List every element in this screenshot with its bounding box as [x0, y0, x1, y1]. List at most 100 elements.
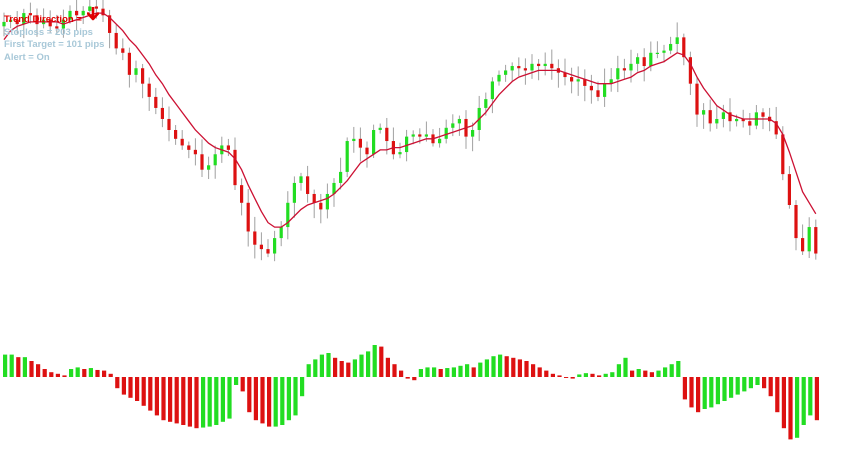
- histogram-bar: [9, 354, 14, 377]
- histogram-bar: [768, 377, 773, 397]
- bull-candle: [207, 165, 211, 170]
- histogram-bar: [62, 375, 67, 377]
- bull-candle: [68, 10, 72, 20]
- histogram-bar: [319, 354, 324, 377]
- bear-candle: [537, 63, 541, 67]
- bear-candle: [622, 68, 626, 71]
- histogram-bar: [715, 377, 720, 405]
- bull-candle: [339, 171, 343, 183]
- histogram-bar: [121, 377, 126, 395]
- bear-candle: [147, 83, 151, 97]
- histogram-bar: [491, 356, 496, 377]
- bull-candle: [457, 118, 461, 124]
- histogram-bar: [161, 377, 166, 421]
- bear-candle: [127, 52, 131, 75]
- histogram-bar: [478, 362, 483, 377]
- histogram-bar: [451, 367, 456, 377]
- histogram-bar: [689, 377, 694, 408]
- bear-candle: [193, 149, 197, 155]
- bull-candle: [372, 130, 376, 155]
- bear-candle: [154, 96, 158, 108]
- bull-candle: [636, 57, 640, 64]
- bull-candle: [484, 99, 488, 108]
- histogram-bar: [623, 357, 628, 377]
- bull-candle: [273, 238, 277, 254]
- bear-candle: [563, 72, 567, 78]
- histogram-bar: [280, 377, 285, 425]
- histogram-bar: [247, 377, 252, 413]
- bull-candle: [735, 118, 739, 122]
- bull-candle: [213, 154, 217, 166]
- histogram-bar: [801, 377, 806, 425]
- bear-candle: [708, 110, 712, 124]
- histogram-bar: [3, 354, 8, 377]
- histogram-bar: [511, 357, 516, 377]
- bear-candle: [365, 147, 369, 155]
- bear-candle: [101, 8, 105, 16]
- bull-candle: [497, 74, 501, 82]
- histogram-bar: [49, 372, 54, 377]
- histogram-bar: [630, 370, 635, 377]
- bull-candle: [411, 134, 415, 137]
- bull-candle: [576, 79, 580, 82]
- histogram-bar: [339, 361, 344, 377]
- histogram-bar: [603, 373, 608, 377]
- bear-candle: [761, 112, 765, 117]
- bull-candle: [603, 83, 607, 97]
- histogram-bar: [458, 365, 463, 377]
- histogram-bar: [465, 364, 470, 377]
- candlestick-series: [2, 0, 818, 262]
- bear-candle: [781, 134, 785, 175]
- histogram-bar: [240, 377, 245, 392]
- histogram-bar: [696, 377, 701, 413]
- histogram-bar: [550, 373, 555, 377]
- stoploss-text: Stoploss = 203 pips: [4, 26, 93, 38]
- histogram-bar: [227, 377, 232, 419]
- histogram-bar: [385, 357, 390, 377]
- histogram-bar: [102, 370, 107, 377]
- histogram-bar: [735, 377, 740, 395]
- bear-candle: [596, 90, 600, 97]
- histogram-bar: [234, 377, 239, 385]
- histogram-bar: [42, 369, 47, 377]
- bull-candle: [721, 112, 725, 119]
- bear-candle: [517, 66, 521, 69]
- histogram-bar: [293, 377, 298, 416]
- histogram-bar: [663, 367, 668, 377]
- histogram-bar: [148, 377, 153, 411]
- histogram-bar: [432, 367, 437, 377]
- histogram-bar: [748, 377, 753, 389]
- bear-candle: [174, 130, 178, 139]
- histogram-bar: [498, 354, 503, 377]
- histogram-bar: [366, 351, 371, 377]
- bear-candle: [121, 48, 125, 53]
- bull-candle: [471, 130, 475, 137]
- bull-candle: [22, 13, 26, 25]
- bear-candle: [682, 37, 686, 58]
- histogram-bar: [201, 377, 206, 428]
- histogram-bar: [253, 377, 258, 421]
- histogram-bar: [260, 377, 265, 424]
- histogram-bar: [181, 377, 186, 425]
- histogram-bar: [775, 377, 780, 413]
- histogram-bar: [313, 359, 318, 377]
- trend-direction-label: Trend Direction =: [4, 14, 82, 25]
- histogram-bar: [597, 375, 602, 377]
- bear-candle: [695, 83, 699, 115]
- histogram-bar: [306, 364, 311, 377]
- bear-candle: [15, 19, 19, 25]
- moving-average-line: [3, 12, 817, 228]
- bear-candle: [748, 121, 752, 126]
- bear-candle: [266, 249, 270, 254]
- bull-candle: [325, 193, 329, 210]
- bear-candle: [306, 176, 310, 194]
- bear-candle: [141, 68, 145, 84]
- histogram-bar: [702, 377, 707, 409]
- bear-candle: [312, 193, 316, 203]
- bull-candle: [530, 63, 534, 71]
- bull-candle: [649, 52, 653, 67]
- histogram-bar: [194, 377, 199, 429]
- histogram-bar: [425, 367, 430, 377]
- histogram-bar: [531, 364, 536, 377]
